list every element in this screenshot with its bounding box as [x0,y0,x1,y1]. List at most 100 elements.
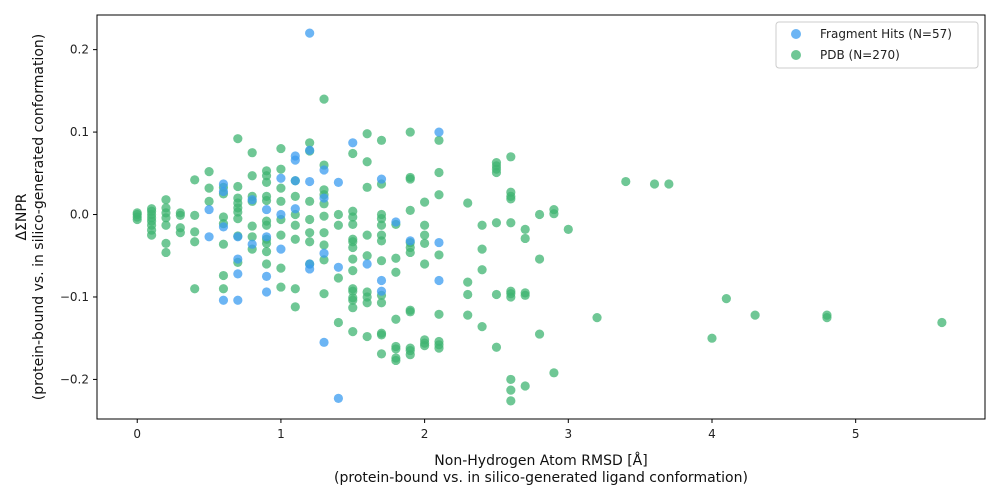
pdb-point [376,135,387,145]
pdb-point [434,135,444,145]
pdb-point [420,197,430,207]
pdb-point [491,218,502,228]
fragment-hit-point [434,275,444,286]
fragment-hit-point [276,173,286,183]
pdb-point [563,224,573,234]
pdb-point [362,157,372,167]
pdb-point [491,342,502,352]
pdb-point [204,183,214,193]
pdb-point [506,218,516,228]
fragment-hit-point [319,248,329,258]
pdb-point [233,134,243,144]
fragment-hit-point [247,195,257,205]
pdb-point [132,208,142,218]
pdb-point [649,179,660,189]
pdb-point [391,267,401,277]
legend: Fragment Hits (N=57) PDB (N=270) [775,21,979,69]
fragment-hit-point [319,165,329,175]
x-axis-title-line2: (protein-bound vs. in silico-generated l… [334,470,748,486]
pdb-point [233,181,243,192]
pdb-point [534,209,545,220]
pdb-point [190,284,200,294]
pdb-point [391,253,401,263]
pdb-point [463,289,473,300]
fragment-hit-point [319,337,329,347]
fragment-hit-point [261,287,272,297]
fragment-hit-point [305,145,315,155]
pdb-point [175,210,185,220]
pdb-point [391,355,401,366]
pdb-point [420,341,430,351]
fragment-hit-point [391,217,401,227]
x-tick-label: 5 [852,427,860,441]
pdb-point [190,227,200,237]
fragment-hit-point [348,138,358,148]
pdb-point [721,294,731,304]
legend-marker-fragment-hits [791,29,801,39]
pdb-point [477,220,487,230]
pdb-point [261,171,272,181]
series-pdb [132,94,947,406]
pdb-point [319,255,329,265]
pdb-point [434,250,444,260]
pdb-point [376,349,387,359]
fragment-hit-point [261,232,272,242]
fragment-hit-point [218,222,229,232]
pdb-point [175,228,185,238]
pdb-point [750,310,760,320]
pdb-point [218,212,229,222]
pdb-point [261,238,272,248]
pdb-point [549,209,559,219]
pdb-point [520,290,530,300]
pdb-point [348,286,358,296]
pdb-point [391,314,401,324]
pdb-point [405,205,415,215]
pdb-point [405,350,415,360]
pdb-point [276,263,286,273]
fragment-hit-point [233,269,243,279]
pdb-point [305,214,315,225]
pdb-point [290,234,300,244]
pdb-point [348,212,358,222]
pdb-point [132,214,142,225]
pdb-point [247,232,257,242]
fragment-hit-point [261,204,272,215]
pdb-point [204,196,214,206]
pdb-point [506,292,516,302]
pdb-point [190,210,200,220]
pdb-point [420,259,430,269]
ticks-layer: 0 1 2 3 4 5 −0.2 −0.1 0.0 0.1 0.2 [60,43,860,441]
pdb-point [463,310,473,320]
pdb-point [261,220,272,230]
pdb-point [261,247,272,257]
pdb-point [362,230,372,240]
pdb-point [348,148,358,159]
fragment-hit-point [362,259,372,269]
pdb-point [420,238,430,248]
pdb-point [534,254,545,264]
pdb-point [190,175,200,185]
fragment-hit-point [276,209,286,220]
pdb-point [405,174,415,184]
pdb-point [218,239,229,249]
pdb-point [376,330,387,340]
fragment-hit-point [218,179,229,189]
pdb-point [305,228,315,238]
x-tick-label: 4 [708,427,716,441]
pdb-point [290,302,300,312]
fragment-hit-point [305,176,315,187]
pdb-point [333,220,343,230]
plot-frame [96,14,986,420]
fragment-hit-point [233,295,243,305]
pdb-point [348,254,358,264]
pdb-point [664,179,674,189]
pdb-point [621,176,631,187]
fragment-hit-point [434,127,444,137]
fragment-hit-point [376,286,387,296]
points-layer [132,28,947,406]
pdb-point [592,312,602,323]
pdb-point [506,396,516,406]
fragment-hit-point [218,186,229,197]
fragment-hit-point [276,244,286,254]
